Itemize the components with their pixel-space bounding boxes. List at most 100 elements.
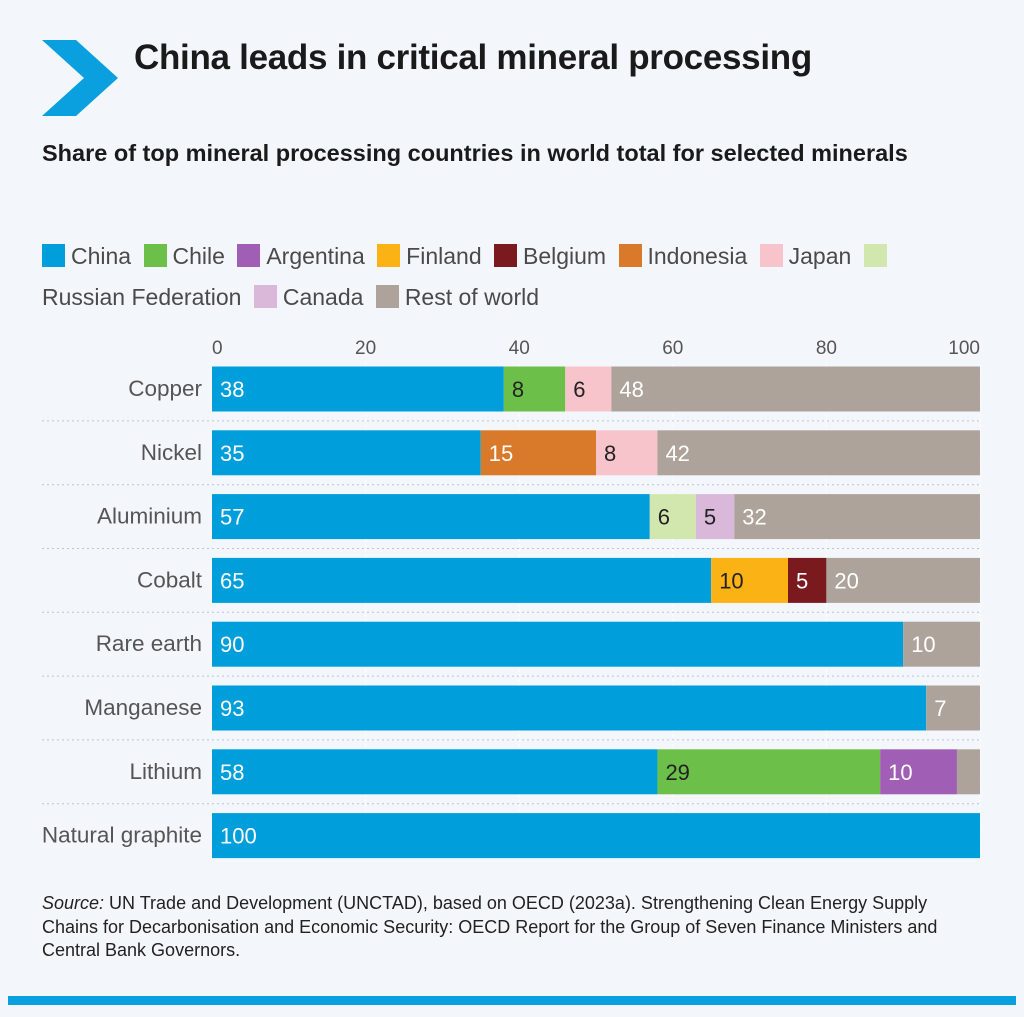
bar-value-label: 48 [619, 377, 643, 402]
category-label: Rare earth [96, 631, 202, 656]
bar-value-label: 58 [220, 760, 244, 785]
legend-item-finland: Finland [377, 243, 482, 269]
legend-label: Chile [172, 243, 225, 269]
bar-segment [212, 430, 481, 476]
legend-swatch [237, 244, 261, 267]
bar-segment [956, 749, 980, 795]
bottom-accent-rule [8, 996, 1016, 1005]
legend-swatch [143, 244, 167, 267]
bar-value-label: 38 [220, 377, 244, 402]
bar-segment [212, 749, 658, 795]
bar-value-label: 20 [834, 568, 858, 593]
legend-swatch [375, 285, 399, 308]
bar-segment [649, 494, 696, 540]
bar-segment [596, 430, 658, 476]
legend-item-argentina: Argentina [237, 243, 365, 269]
legend-item-indonesia: Indonesia [618, 243, 748, 269]
legend-item-rest-of-world: Rest of world [375, 284, 540, 310]
legend: China Chile Argentina Finland Belgium In… [42, 236, 972, 318]
bar-segment [212, 685, 927, 731]
bar-segment [734, 494, 980, 540]
bar-value-label: 10 [719, 568, 743, 593]
legend-swatch [863, 244, 887, 267]
legend-swatch [618, 244, 642, 267]
bar-value-label: 65 [220, 568, 244, 593]
bar-value-label: 7 [934, 696, 946, 721]
legend-item-china: China [42, 243, 131, 269]
bar-segment [565, 366, 612, 412]
legend-item-canada: Canada [253, 284, 364, 310]
legend-swatch [377, 244, 401, 267]
bar-segment [212, 494, 650, 540]
legend-label: Finland [406, 243, 482, 269]
x-tick-label: 60 [662, 338, 683, 359]
legend-swatch [253, 285, 277, 308]
bar-value-label: 35 [220, 441, 244, 466]
bar-segment [212, 621, 904, 667]
legend-item-russian-federation: Russian Federation [42, 243, 893, 310]
bar-segment [503, 366, 566, 412]
source-text: UN Trade and Development (UNCTAD), based… [42, 893, 938, 960]
bar-value-label: 8 [512, 377, 524, 402]
bar-segment [212, 813, 980, 859]
legend-item-chile: Chile [143, 243, 225, 269]
x-tick-label: 80 [816, 338, 837, 359]
bar-value-label: 29 [665, 760, 689, 785]
category-labels: Copper Nickel Aluminium Cobalt Rare earth Man… [42, 376, 203, 848]
bar-segment [880, 749, 957, 795]
x-axis-ticks: 0 20 40 60 80 100 [212, 338, 980, 359]
bar-segment [212, 366, 504, 412]
bar-value-label: 90 [220, 632, 244, 657]
bar-value-label: 10 [888, 760, 912, 785]
bar-segment [611, 366, 980, 412]
bar-value-label: 100 [220, 824, 257, 849]
category-label: Natural graphite [42, 823, 202, 848]
category-label: Copper [128, 376, 202, 401]
bar-segment [711, 557, 788, 603]
legend-item-japan: Japan [759, 243, 852, 269]
bar-segment [926, 685, 980, 731]
bar-segment [903, 621, 980, 667]
legend-label: Argentina [266, 243, 365, 269]
bar-value-label: 32 [742, 505, 766, 530]
bar-segment [480, 430, 596, 476]
bar-value-label: 5 [704, 505, 716, 530]
legend-label: Japan [788, 243, 852, 269]
category-label: Aluminium [97, 504, 202, 529]
category-label: Cobalt [137, 567, 203, 592]
chevron-right-icon [42, 40, 118, 116]
bar-value-label: 8 [604, 441, 616, 466]
category-label: Lithium [129, 759, 202, 784]
legend-label: Russian Federation [42, 284, 242, 310]
category-label: Manganese [84, 695, 202, 720]
legend-label: Rest of world [404, 284, 540, 310]
bar-segment [657, 430, 980, 476]
bar-value-label: 15 [489, 441, 513, 466]
legend-label: China [71, 243, 132, 269]
x-tick-label: 0 [212, 338, 223, 359]
legend-label: Indonesia [647, 243, 748, 269]
bar-value-label: 5 [796, 568, 808, 593]
legend-label: Canada [282, 284, 364, 310]
legend-swatch [42, 244, 65, 267]
chart-subtitle: Share of top mineral processing countrie… [42, 140, 908, 166]
bar-segment [695, 494, 735, 540]
source-prefix: Source: [42, 893, 105, 913]
bar-value-label: 10 [911, 632, 935, 657]
bar-segment [826, 557, 980, 603]
category-label: Nickel [141, 440, 202, 465]
legend-swatch [494, 244, 517, 267]
legend-swatch [759, 244, 783, 267]
bar-value-label: 42 [665, 441, 689, 466]
bar-value-label: 57 [220, 505, 244, 530]
legend-item-belgium: Belgium [494, 243, 606, 269]
x-tick-label: 40 [509, 338, 530, 359]
bar-segment [212, 557, 712, 603]
bar-value-label: 93 [220, 696, 244, 721]
x-tick-label: 20 [355, 338, 376, 359]
legend-label: Belgium [523, 243, 607, 269]
bar-value-label: 6 [573, 377, 585, 402]
bar-segment [657, 749, 881, 795]
